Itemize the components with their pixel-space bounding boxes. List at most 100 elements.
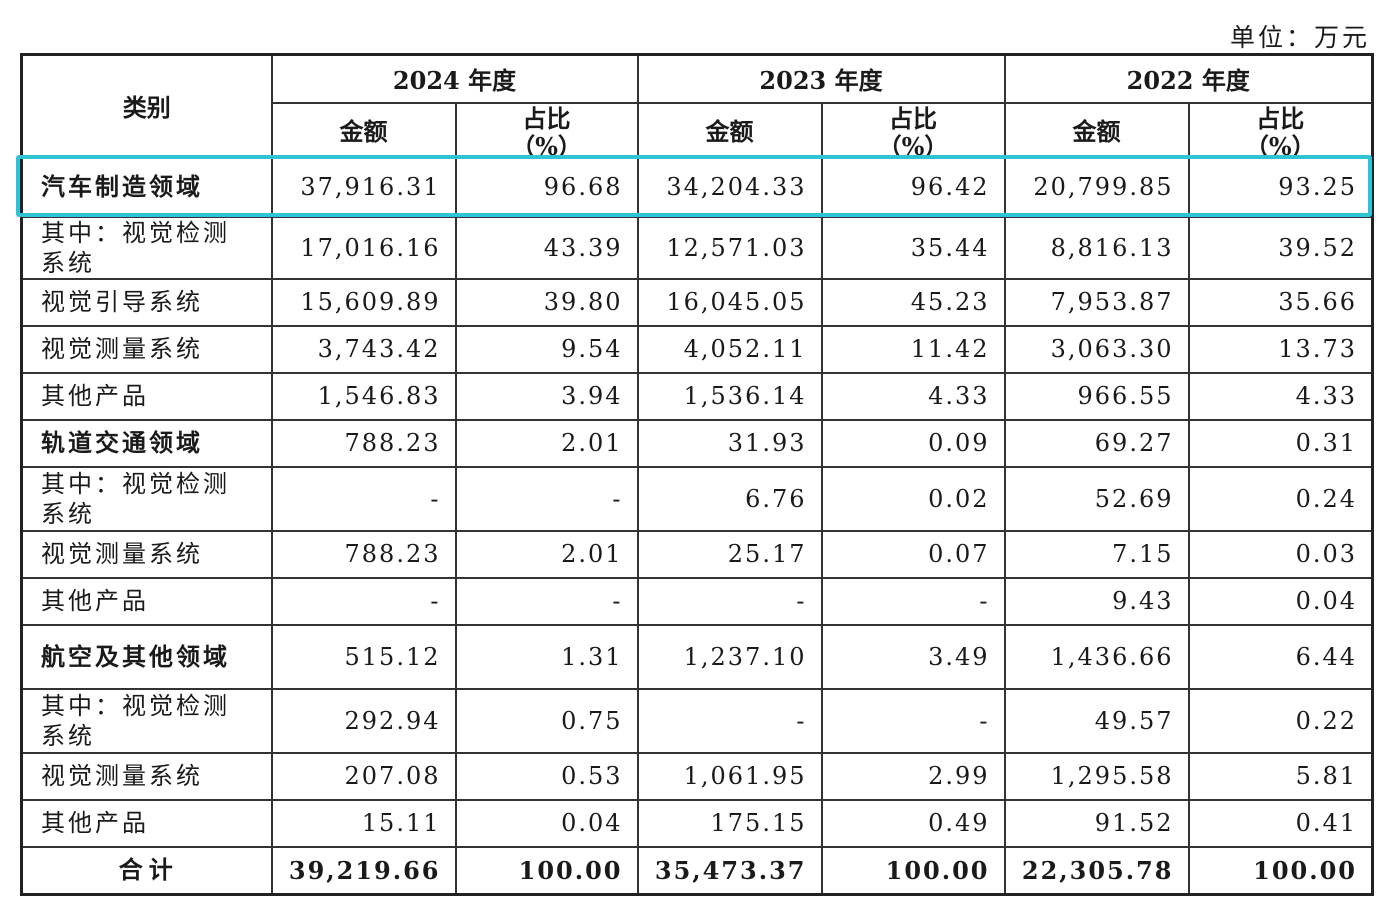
amount-cell: 1,436.66 [1003,623,1190,690]
ratio-cell: 0.04 [1187,576,1374,626]
table-row: 航空及其他领域 515.12 1.31 1,237.10 3.49 1,436.66 6.4… [20,623,1374,690]
header-amount: 金额 [270,101,457,158]
amount-cell: 3,063.30 [1003,324,1190,374]
amount-cell: 52.69 [1003,465,1190,532]
row-category: 航空及其他领域 [20,623,273,690]
row-category: 其中：视觉检测系统 [20,687,273,754]
ratio-cell: 3.94 [454,371,639,421]
ratio-cell: 4.33 [820,371,1006,421]
ratio-cell: 93.25 [1187,155,1374,218]
row-category: 汽车制造领域 [20,155,273,218]
amount-cell: 91.52 [1003,798,1190,848]
amount-cell: 515.12 [270,623,457,690]
ratio-cell: 0.09 [820,418,1006,468]
header-year-2024: 2024 年度 [270,53,639,104]
ratio-cell: 39.80 [454,277,639,327]
ratio-cell: 0.03 [1187,529,1374,579]
table-row: 汽车制造领域 37,916.31 96.68 34,204.33 96.42 20,799… [20,155,1374,218]
row-category: 其他产品 [20,576,273,626]
total-ratio-cell: 100.00 [1187,845,1374,896]
table-row: 其中：视觉检测系统 - -6.76 0.02 52.69 0.24 [20,465,1374,532]
table-row: 视觉引导系统 15,609.89 39.80 16,045.05 45.23 7,953.… [20,277,1374,327]
unit-label: 单位：万元 [1229,23,1370,52]
header-year-2022: 2022 年度 [1003,53,1374,104]
amount-cell: 1,295.58 [1003,751,1190,801]
ratio-cell: 43.39 [454,215,639,280]
ratio-cell: 96.42 [820,155,1006,218]
amount-cell: 1,237.10 [636,623,823,690]
table-row: 视觉测量系统 788.23 2.01 25.17 0.07 7.15 0.03 [20,529,1374,579]
ratio-cell: 0.41 [1187,798,1374,848]
ratio-cell: 0.49 [820,798,1006,848]
ratio-cell: 0.07 [820,529,1006,579]
ratio-cell: 35.44 [820,215,1006,280]
revenue-by-sector-table: 类别 2024 年度 2023 年度 2022 年度 金额 占比 （%） 金额 占… [20,53,1374,896]
row-category: 其中：视觉检测系统 [20,215,273,280]
table-row: 视觉测量系统 3,743.42 9.54 4,052.11 11.42 3,063.30 1… [20,324,1374,374]
row-category: 其他产品 [20,798,273,848]
ratio-cell: 3.49 [820,623,1006,690]
ratio-cell: - [820,576,1006,626]
header-ratio: 占比 （%） [1187,101,1374,158]
table-row: 其中：视觉检测系统 292.94 0.75- -49.57 0.22 [20,687,1374,754]
table-row: 其他产品 1,546.83 3.94 1,536.14 4.33 966.55 4.33 [20,371,1374,421]
amount-cell: 3,743.42 [270,324,457,374]
amount-cell: 175.15 [636,798,823,848]
amount-cell: 20,799.85 [1003,155,1190,218]
table-row: 视觉测量系统 207.08 0.53 1,061.95 2.99 1,295.58 5.81 [20,751,1374,801]
ratio-cell: 2.01 [454,529,639,579]
ratio-cell: 0.22 [1187,687,1374,754]
table-row: 其他产品 15.11 0.04 175.15 0.49 91.52 0.41 [20,798,1374,848]
header-ratio: 占比 （%） [820,101,1006,158]
ratio-cell: - [454,465,639,532]
row-category: 视觉测量系统 [20,751,273,801]
amount-cell: 69.27 [1003,418,1190,468]
amount-cell: 7.15 [1003,529,1190,579]
header-category: 类别 [20,53,273,158]
ratio-cell: 0.24 [1187,465,1374,532]
amount-cell: 788.23 [270,418,457,468]
row-category: 轨道交通领域 [20,418,273,468]
ratio-cell: 9.54 [454,324,639,374]
ratio-cell: 13.73 [1187,324,1374,374]
amount-cell: 788.23 [270,529,457,579]
amount-cell: 15,609.89 [270,277,457,327]
amount-cell: 966.55 [1003,371,1190,421]
ratio-cell: 0.53 [454,751,639,801]
amount-cell: 207.08 [270,751,457,801]
table-row: 其他产品 - - - -9.43 0.04 [20,576,1374,626]
revenue-table-container: 类别 2024 年度 2023 年度 2022 年度 金额 占比 （%） 金额 占… [20,53,1374,896]
ratio-cell: 45.23 [820,277,1006,327]
ratio-cell: 11.42 [820,324,1006,374]
amount-cell: 1,061.95 [636,751,823,801]
amount-cell: 15.11 [270,798,457,848]
ratio-cell: 39.52 [1187,215,1374,280]
row-category: 视觉引导系统 [20,277,273,327]
amount-cell: - [270,465,457,532]
ratio-cell: 35.66 [1187,277,1374,327]
table-row: 轨道交通领域 788.23 2.01 31.93 0.09 69.27 0.31 [20,418,1374,468]
ratio-cell: 96.68 [454,155,639,218]
total-amount-cell: 35,473.37 [636,845,823,896]
total-amount-cell: 22,305.78 [1003,845,1190,896]
amount-cell: 12,571.03 [636,215,823,280]
amount-cell: 37,916.31 [270,155,457,218]
amount-cell: - [636,576,823,626]
ratio-cell: 4.33 [1187,371,1374,421]
amount-cell: - [270,576,457,626]
ratio-cell: 6.44 [1187,623,1374,690]
amount-cell: 25.17 [636,529,823,579]
row-category: 其中：视觉检测系统 [20,465,273,532]
ratio-cell: 5.81 [1187,751,1374,801]
amount-cell: 8,816.13 [1003,215,1190,280]
amount-cell: 31.93 [636,418,823,468]
ratio-cell: 2.01 [454,418,639,468]
ratio-cell: - [454,576,639,626]
amount-cell: 9.43 [1003,576,1190,626]
header-amount: 金额 [636,101,823,158]
amount-cell: 292.94 [270,687,457,754]
amount-cell: 4,052.11 [636,324,823,374]
ratio-cell: 0.31 [1187,418,1374,468]
header-ratio: 占比 （%） [454,101,639,158]
total-ratio-cell: 100.00 [454,845,639,896]
